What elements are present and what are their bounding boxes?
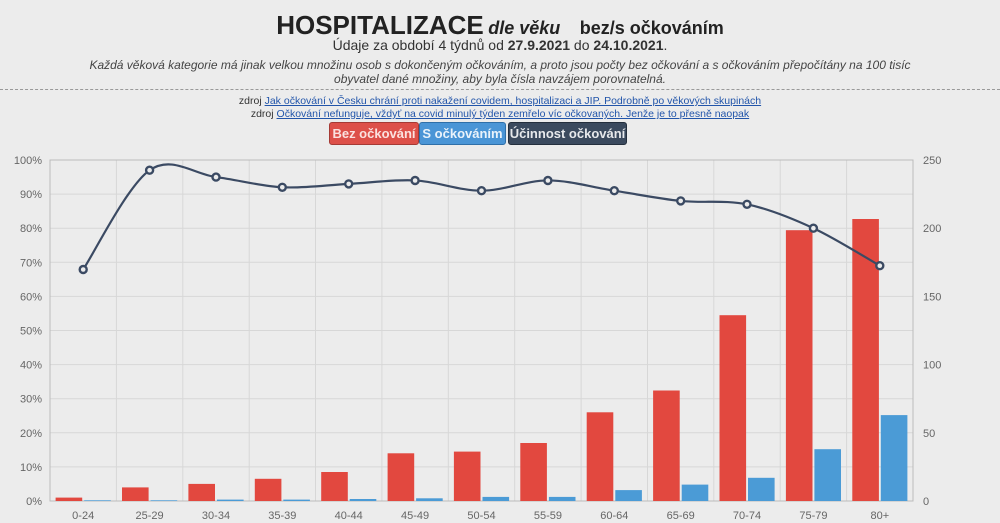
svg-text:40%: 40%	[20, 360, 42, 372]
svg-text:60%: 60%	[20, 291, 42, 303]
svg-text:250: 250	[923, 155, 941, 167]
svg-text:50-54: 50-54	[467, 510, 495, 522]
svg-text:50%: 50%	[20, 326, 42, 338]
svg-text:10%: 10%	[20, 462, 42, 474]
svg-text:60-64: 60-64	[600, 510, 628, 522]
svg-text:70-74: 70-74	[733, 510, 761, 522]
svg-text:70%: 70%	[20, 257, 42, 269]
svg-text:25-29: 25-29	[136, 510, 164, 522]
svg-text:0-24: 0-24	[72, 510, 94, 522]
svg-text:30%: 30%	[20, 394, 42, 406]
svg-text:30-34: 30-34	[202, 510, 230, 522]
svg-text:200: 200	[923, 223, 941, 235]
svg-text:20%: 20%	[20, 428, 42, 440]
svg-text:65-69: 65-69	[667, 510, 695, 522]
svg-text:80%: 80%	[20, 223, 42, 235]
svg-text:50: 50	[923, 428, 935, 440]
svg-text:40-44: 40-44	[335, 510, 363, 522]
svg-text:0: 0	[923, 496, 929, 508]
svg-text:90%: 90%	[20, 189, 42, 201]
svg-text:100%: 100%	[14, 155, 42, 167]
svg-text:80+: 80+	[870, 510, 889, 522]
svg-text:55-59: 55-59	[534, 510, 562, 522]
svg-text:100: 100	[923, 360, 941, 372]
svg-text:0%: 0%	[26, 496, 42, 508]
svg-text:45-49: 45-49	[401, 510, 429, 522]
svg-text:150: 150	[923, 291, 941, 303]
svg-text:75-79: 75-79	[799, 510, 827, 522]
svg-text:35-39: 35-39	[268, 510, 296, 522]
